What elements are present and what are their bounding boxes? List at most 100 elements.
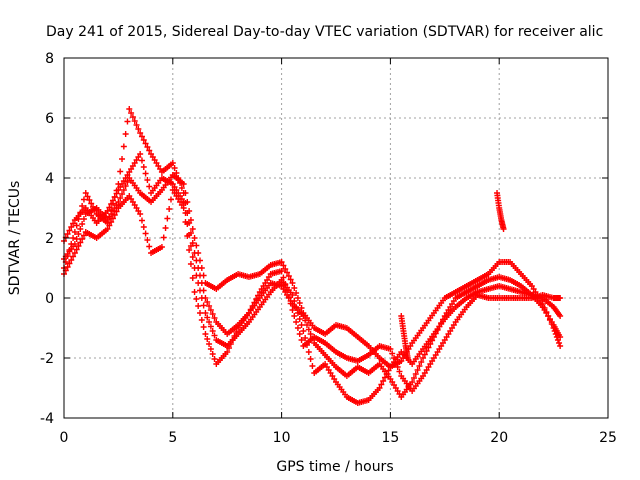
data-point [209,311,216,317]
data-point [195,280,202,286]
data-point [169,160,176,166]
data-point [425,344,432,351]
data-point [391,355,398,361]
data-point [142,140,149,147]
data-point [284,287,291,294]
data-point [115,199,122,205]
data-point [296,316,303,322]
data-point [146,147,153,154]
data-point [146,183,153,190]
data-point [410,375,417,381]
data-point [500,226,507,232]
x-axis-tick-labels: 0 5 10 15 20 25 [60,430,617,446]
data-point [293,304,300,310]
data-point [138,133,145,140]
data-point [108,219,115,225]
data-point [247,306,254,313]
data-point [119,156,126,162]
data-point [224,349,231,355]
data-point [278,268,285,274]
data-point [211,315,218,321]
x-tick-label: 15 [381,430,399,446]
data-point [204,314,211,321]
data-point [193,242,200,249]
data-point [280,262,287,269]
data-point [180,181,187,187]
data-point [423,348,430,354]
data-point [111,212,118,218]
y-tick-label: 0 [45,291,54,307]
data-point [302,317,309,324]
x-axis-label: GPS time / hours [276,459,393,475]
data-point [146,243,153,250]
data-point [207,307,214,313]
data-point [187,243,194,249]
data-point [124,179,131,185]
data-point [289,292,296,298]
data-point [166,206,173,212]
data-point [64,231,71,237]
data-point [251,299,258,306]
data-point [207,323,214,330]
data-point [182,219,189,225]
data-point [79,203,86,209]
data-point [80,232,87,239]
data-point [202,331,209,337]
data-point [144,237,151,243]
y-tick-label: 8 [45,51,54,67]
data-point [233,329,240,335]
data-point [381,374,388,381]
data-point [557,313,564,319]
data-point [106,213,113,220]
data-point [404,355,411,361]
data-point [300,328,307,334]
data-point [137,130,144,136]
data-point [131,118,138,124]
data-point [207,346,214,352]
data-point [162,225,169,231]
data-point [198,317,205,323]
data-point [291,298,298,304]
data-point [396,368,403,375]
series-2 [61,106,564,400]
data-point [109,215,116,222]
data-point [73,246,80,253]
data-point [307,356,314,362]
x-tick-label: 5 [168,430,177,446]
data-point [88,200,95,207]
data-point [79,221,86,227]
data-point [140,224,147,230]
data-point [383,371,390,377]
data-point [189,254,196,260]
data-point [307,331,314,337]
data-point [142,230,149,237]
data-point [412,371,419,377]
data-point [282,281,289,287]
data-point [178,185,185,191]
data-point [80,196,87,203]
data-point [289,280,296,286]
data-point [137,151,144,157]
data-point [104,226,111,232]
data-point [173,170,180,176]
axis-ticks [63,57,609,419]
data-point [557,334,564,340]
data-point [187,261,194,267]
data-point [66,260,73,267]
data-point [70,220,77,227]
grid [64,58,608,418]
x-tick-label: 0 [60,430,69,446]
data-point [75,243,82,249]
series-5 [494,190,507,232]
data-point [211,332,218,339]
data-point [226,345,233,351]
data-point [298,337,305,343]
data-point [556,340,563,346]
data-point [77,239,84,246]
data-point [197,310,203,316]
data-point [68,257,75,263]
data-point [138,217,145,224]
x-tick-label: 25 [599,430,617,446]
data-point [137,211,144,217]
data-point [109,197,116,204]
